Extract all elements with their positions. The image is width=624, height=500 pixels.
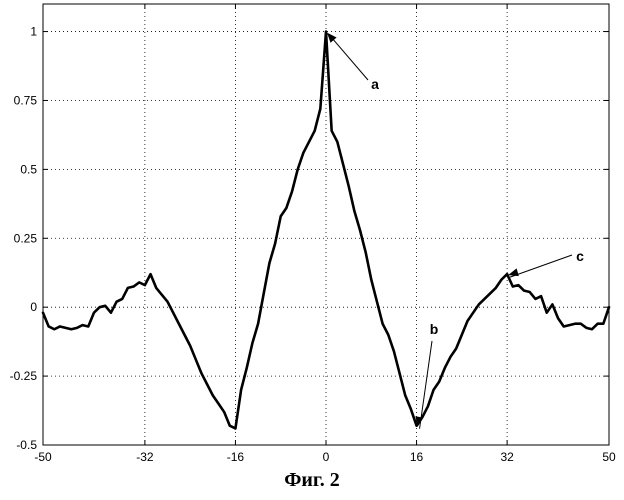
annotation-label: b [430, 321, 439, 337]
annotation-label: c [576, 248, 584, 264]
annotation-arrow [510, 255, 572, 277]
x-tick-label: -16 [227, 450, 245, 462]
annotation-b: b [415, 321, 438, 429]
y-tick-label: 0 [30, 300, 37, 314]
axis-tick-labels: -50-32-160163250-0.5-0.2500.250.50.751 [10, 25, 616, 462]
grid-lines [43, 4, 609, 445]
x-tick-label: 50 [602, 450, 616, 462]
y-tick-label: 0.25 [14, 231, 38, 245]
x-tick-label: 0 [323, 450, 330, 462]
x-tick-label: -32 [136, 450, 154, 462]
annotation-arrow [329, 35, 368, 80]
annotation-arrow [420, 341, 432, 429]
annotation-c: c [508, 248, 584, 277]
annotations: a b c [327, 33, 584, 429]
y-tick-label: 0.5 [20, 162, 37, 176]
annotation-label: a [371, 76, 379, 92]
annotation-arrowhead [508, 268, 519, 276]
x-tick-label: 32 [500, 450, 514, 462]
y-tick-label: 0.75 [14, 93, 38, 107]
y-tick-label: -0.25 [10, 369, 38, 383]
figure-caption: Фиг. 2 [0, 468, 624, 492]
x-tick-label: 16 [410, 450, 424, 462]
annotation-a: a [327, 33, 379, 92]
line-chart: -50-32-160163250-0.5-0.2500.250.50.751 a… [0, 0, 624, 462]
y-tick-label: 1 [30, 25, 37, 39]
y-tick-label: -0.5 [16, 438, 37, 452]
